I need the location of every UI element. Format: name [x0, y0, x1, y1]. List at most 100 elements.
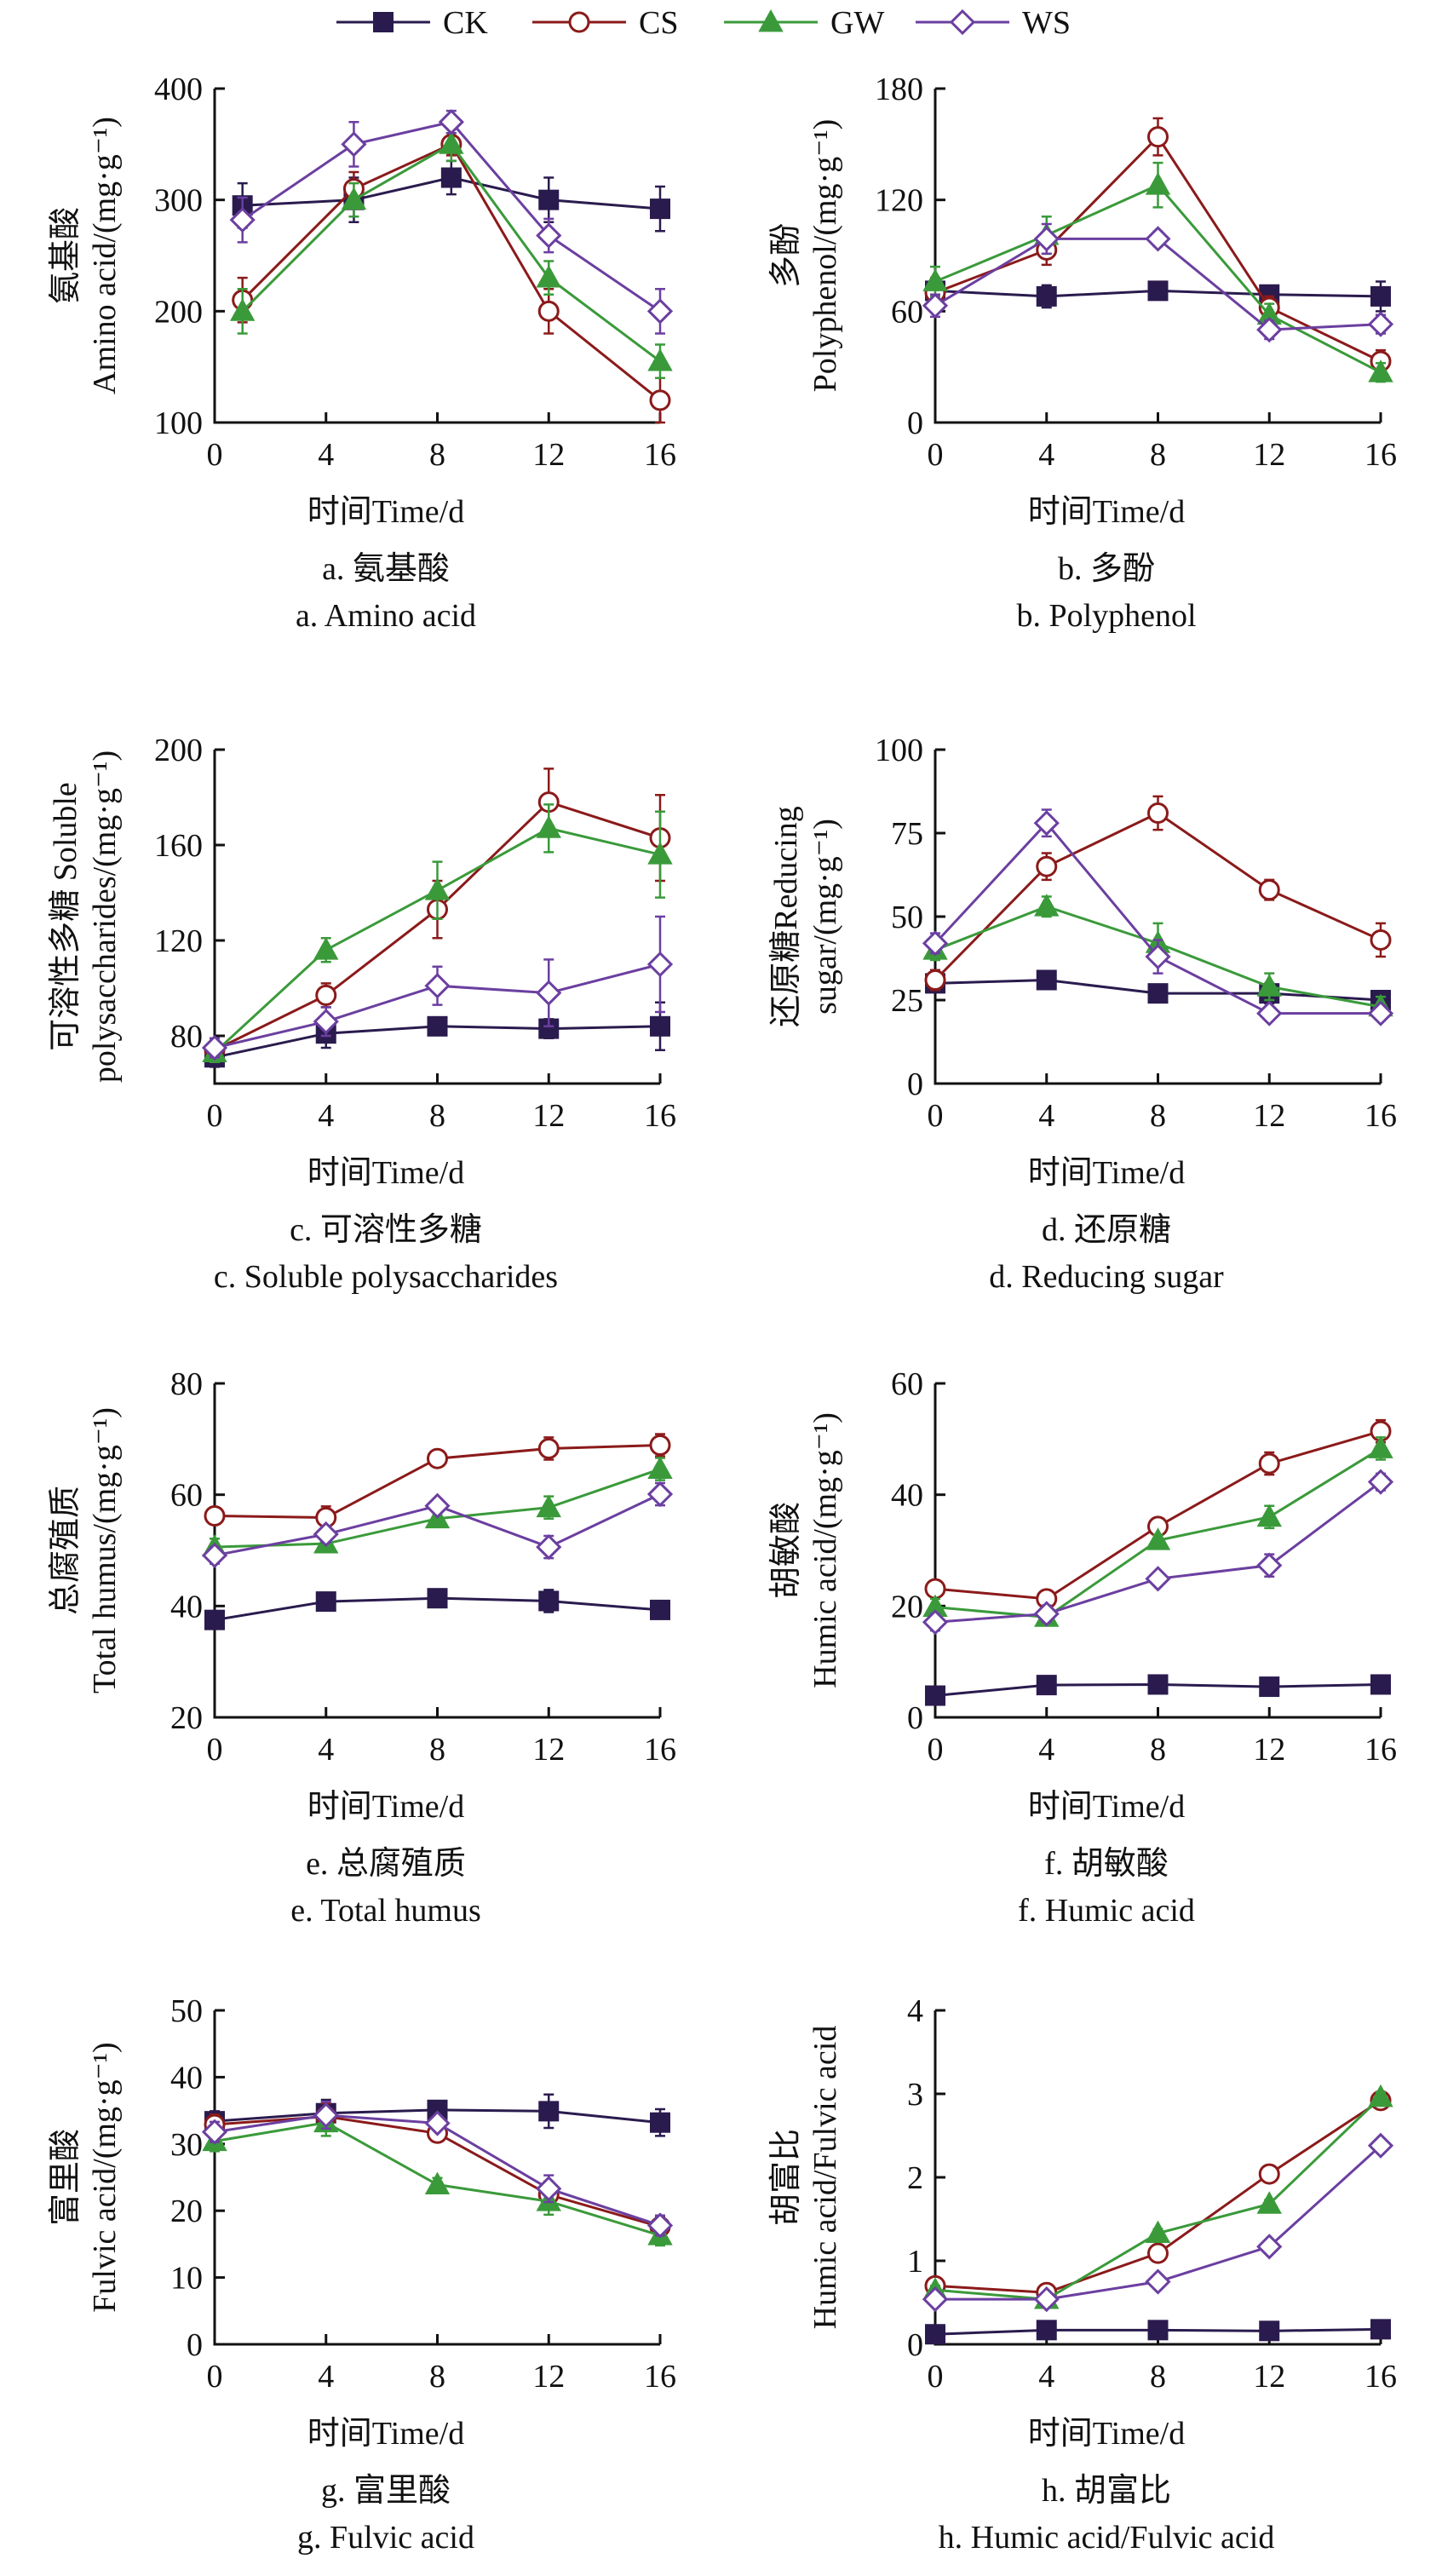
data-point-cs — [1147, 802, 1169, 824]
data-point-cs — [315, 984, 337, 1006]
x-tick-label: 16 — [1364, 1098, 1397, 1134]
legend-marker-gw — [758, 9, 784, 32]
data-point-gw — [1145, 1527, 1171, 1550]
data-point-ws — [313, 1009, 339, 1035]
data-point-ws — [1145, 226, 1171, 252]
data-point-ws — [1033, 1601, 1060, 1627]
series-line-ws — [934, 1481, 1382, 1624]
data-point-ws — [424, 1492, 451, 1519]
data-point-ck — [925, 2324, 945, 2345]
y-axis-title-line: 氨基酸 — [48, 207, 83, 305]
x-tick-label: 0 — [207, 2359, 223, 2395]
y-tick-label: 75 — [891, 816, 923, 852]
series-ws — [201, 2101, 674, 2239]
x-axis-title: 时间Time/d — [307, 2416, 465, 2452]
series-gw — [229, 126, 673, 379]
data-point-ws — [536, 222, 562, 249]
series-ws — [201, 1481, 674, 1569]
y-axis-title-line: polysaccharides/(mg·g⁻¹) — [87, 750, 123, 1084]
legend-marker-cs — [568, 11, 590, 33]
x-tick-label: 16 — [1364, 1732, 1397, 1768]
plot-area: 80 120 160 200 0 4 8 12 16 — [154, 733, 676, 1134]
y-tick-label: 200 — [154, 733, 203, 768]
plot-area: 0 25 50 75 100 0 4 8 12 16 — [875, 733, 1397, 1134]
y-tick-label: 4 — [907, 1993, 923, 2029]
data-point-cs — [649, 1435, 671, 1457]
data-point-ck — [440, 167, 462, 188]
panel-caption-zh: c. 可溶性多糖 — [290, 1212, 482, 1248]
data-point-gw — [1256, 1504, 1282, 1527]
y-tick-label: 160 — [154, 828, 203, 864]
plot-area: 0 20 40 60 0 4 8 12 16 — [891, 1366, 1397, 1768]
data-point-cs — [1258, 879, 1280, 901]
data-point-ws — [1256, 1000, 1283, 1026]
series-ck — [925, 2319, 1391, 2345]
panel-caption-zh: h. 胡富比 — [1041, 2473, 1171, 2509]
data-point-gw — [1368, 2084, 1393, 2107]
series-ws — [201, 915, 674, 1061]
y-tick-label: 20 — [891, 1589, 923, 1624]
y-tick-label: 0 — [907, 405, 923, 441]
series-gw — [922, 1435, 1393, 1627]
data-point-ws — [536, 980, 562, 1006]
y-tick-label: 120 — [154, 923, 203, 959]
x-tick-label: 12 — [532, 1098, 565, 1134]
axes — [213, 89, 660, 424]
data-point-ws — [1256, 316, 1283, 343]
data-point-gw — [536, 265, 561, 288]
data-point-ck — [1147, 2320, 1169, 2341]
data-point-gw — [1145, 172, 1171, 195]
series-ck — [232, 159, 670, 233]
data-point-ws — [424, 973, 451, 999]
data-point-cs — [649, 389, 671, 411]
data-point-ck — [1259, 2320, 1280, 2342]
x-tick-label: 16 — [644, 1098, 676, 1134]
data-point-ck — [427, 1588, 448, 1609]
series-ck — [925, 969, 1391, 1010]
data-point-gw — [424, 877, 451, 900]
x-tick-label: 8 — [429, 1732, 445, 1768]
data-point-cs — [204, 1504, 226, 1527]
y-tick-label: 80 — [170, 1366, 203, 1402]
y-axis-title-line: Total humus/(mg·g⁻¹) — [87, 1407, 123, 1693]
data-point-gw — [1368, 1435, 1393, 1458]
plot-area: 100 200 300 400 0 4 8 12 16 — [154, 72, 676, 473]
data-point-ws — [341, 131, 367, 158]
x-tick-label: 12 — [1253, 1098, 1285, 1134]
x-tick-label: 8 — [429, 1098, 445, 1134]
x-tick-label: 16 — [644, 1732, 676, 1768]
series-line-gw — [934, 183, 1382, 374]
axes — [213, 1383, 660, 1719]
data-point-ws — [424, 2110, 451, 2136]
y-axis-title-line: Humic acid/(mg·g⁻¹) — [807, 1412, 843, 1688]
data-point-gw — [1034, 894, 1060, 917]
panel-caption-en: h. Humic acid/Fulvic acid — [938, 2520, 1275, 2556]
y-tick-label: 2 — [907, 2160, 923, 2196]
data-point-ws — [1033, 810, 1060, 837]
data-point-ck — [650, 198, 670, 220]
y-tick-label: 20 — [170, 2194, 203, 2229]
data-point-gw — [424, 2171, 451, 2195]
data-point-ck — [650, 2112, 670, 2133]
panel-caption-en: d. Reducing sugar — [989, 1259, 1224, 1295]
x-tick-label: 12 — [1253, 437, 1285, 473]
data-point-gw — [536, 1494, 561, 1518]
legend-label-cs: CS — [639, 5, 678, 41]
panel-humic-fulvic-ratio: 0 1 2 3 4 0 4 8 12 16 胡富比 Humic acid/Fulvic acid 时间T… — [721, 1969, 1441, 2576]
data-point-ws — [646, 2212, 674, 2239]
data-point-ck — [427, 1015, 448, 1037]
x-tick-label: 4 — [1038, 2359, 1054, 2395]
x-tick-label: 4 — [318, 1732, 334, 1768]
data-point-cs — [924, 969, 946, 991]
data-point-cs — [1147, 2242, 1169, 2264]
data-point-ck — [1370, 2319, 1391, 2340]
panel-caption-zh: b. 多酚 — [1057, 551, 1155, 587]
data-point-ws — [201, 2119, 228, 2145]
y-tick-label: 0 — [187, 2327, 203, 2363]
panel-caption-zh: f. 胡敏酸 — [1044, 1846, 1169, 1882]
x-tick-label: 8 — [1150, 2359, 1166, 2395]
y-tick-label: 0 — [907, 1067, 923, 1102]
series-ck — [925, 1674, 1391, 1706]
x-tick-label: 12 — [532, 2359, 565, 2395]
